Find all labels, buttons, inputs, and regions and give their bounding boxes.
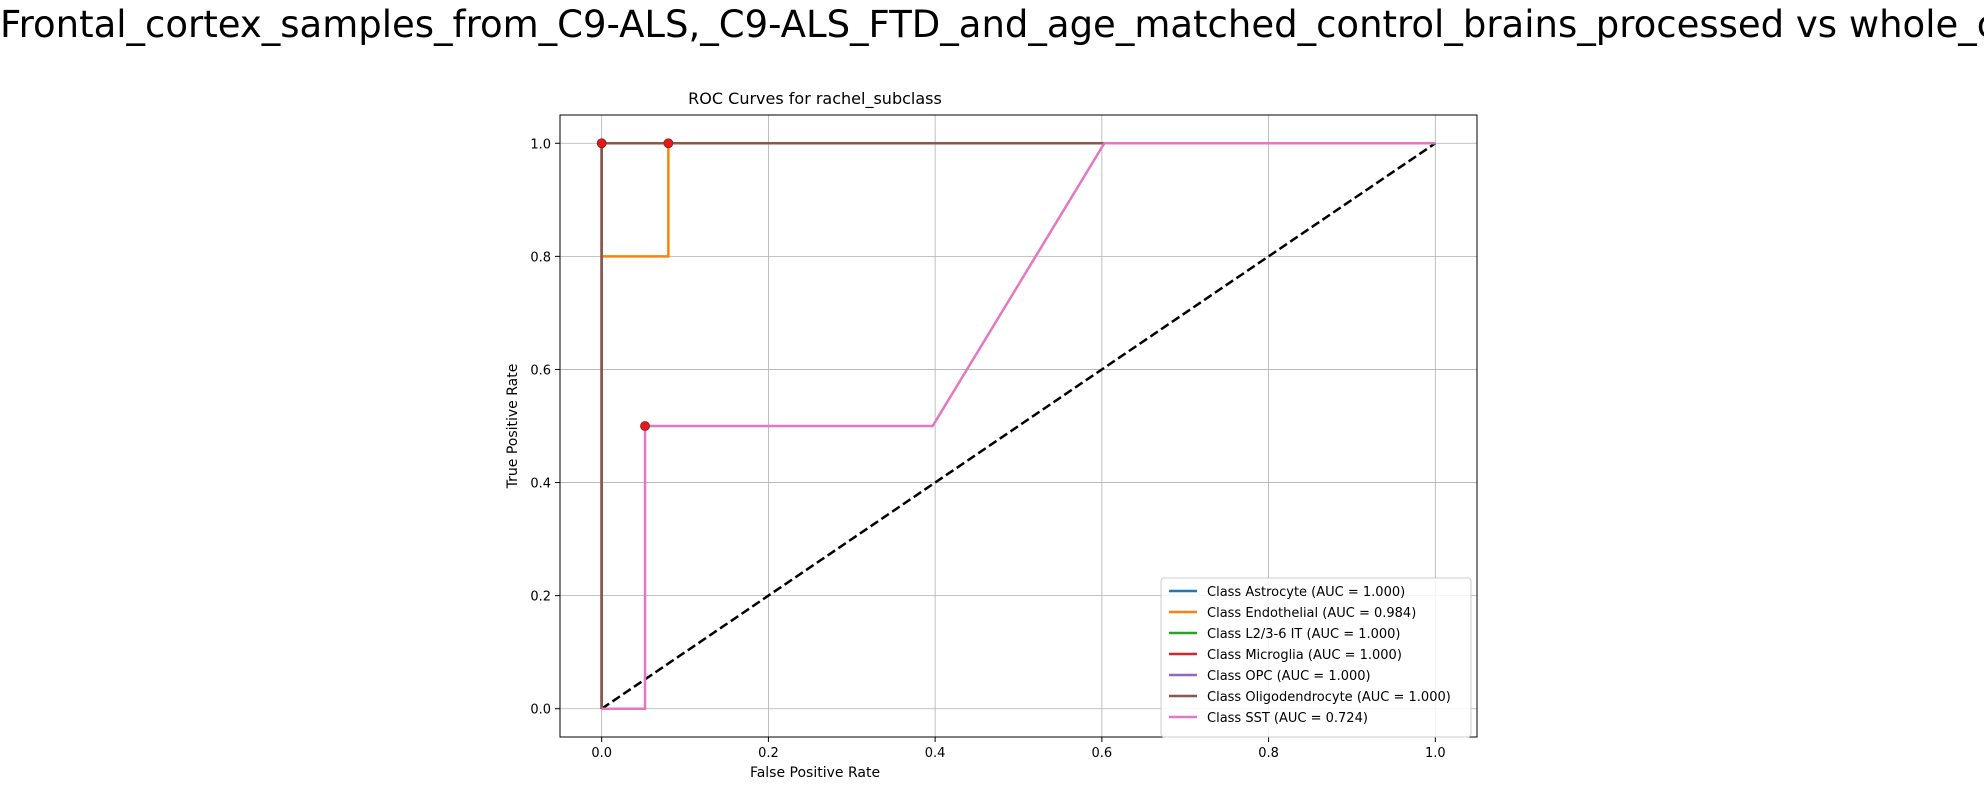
legend-box	[1160, 577, 1472, 738]
y-tick-label: 1.0	[530, 137, 551, 152]
y-tick-label: 0.0	[530, 703, 551, 718]
y-tick-label: 0.8	[530, 250, 551, 265]
legend-label: Class OPC (AUC = 1.000)	[1207, 669, 1371, 684]
x-axis-label: False Positive Rate	[750, 765, 880, 781]
roc-series	[600, 142, 1436, 710]
diagonal-line	[600, 142, 1437, 710]
legend-label: Class Astrocyte (AUC = 1.000)	[1207, 585, 1405, 600]
x-tick-label: 0.2	[758, 746, 779, 761]
x-tick-label: 0.8	[1258, 746, 1279, 761]
plot-frame	[559, 114, 1478, 738]
x-axis-ticks: 0.0 0.2 0.4 0.6 0.8 1.0	[591, 737, 1446, 761]
threshold-point	[663, 138, 674, 149]
figure-suptitle: Frontal_cortex_samples_from_C9-ALS,_C9-A…	[0, 3, 1984, 46]
y-tick-label: 0.4	[530, 477, 551, 492]
y-axis-label: True Positive Rate	[505, 364, 521, 490]
legend-label: Class SST (AUC = 0.724)	[1207, 711, 1368, 726]
diagonal-reference	[600, 142, 1437, 710]
threshold-point	[640, 421, 650, 431]
legend-label: Class L2/3-6 IT (AUC = 1.000)	[1207, 627, 1401, 642]
legend-label: Class Oligodendrocyte (AUC = 1.000)	[1207, 690, 1451, 705]
x-tick-label: 1.0	[1425, 746, 1446, 761]
y-axis-ticks: 0.0 0.2 0.4 0.6 0.8 1.0	[530, 137, 560, 718]
threshold-points	[596, 138, 674, 431]
x-tick-label: 0.4	[925, 746, 946, 761]
legend: Class Astrocyte (AUC = 1.000) Class Endot…	[1160, 577, 1472, 738]
legend-label: Class Endothelial (AUC = 0.984)	[1207, 606, 1416, 621]
chart-title: ROC Curves for rachel_subclass	[688, 89, 942, 109]
legend-label: Class Microglia (AUC = 1.000)	[1207, 648, 1402, 663]
x-tick-label: 0.6	[1092, 746, 1113, 761]
y-tick-label: 0.6	[530, 363, 551, 378]
y-tick-label: 0.2	[530, 590, 551, 605]
x-tick-label: 0.0	[591, 746, 612, 761]
roc-curve-6	[601, 142, 1436, 710]
threshold-point	[596, 138, 607, 149]
